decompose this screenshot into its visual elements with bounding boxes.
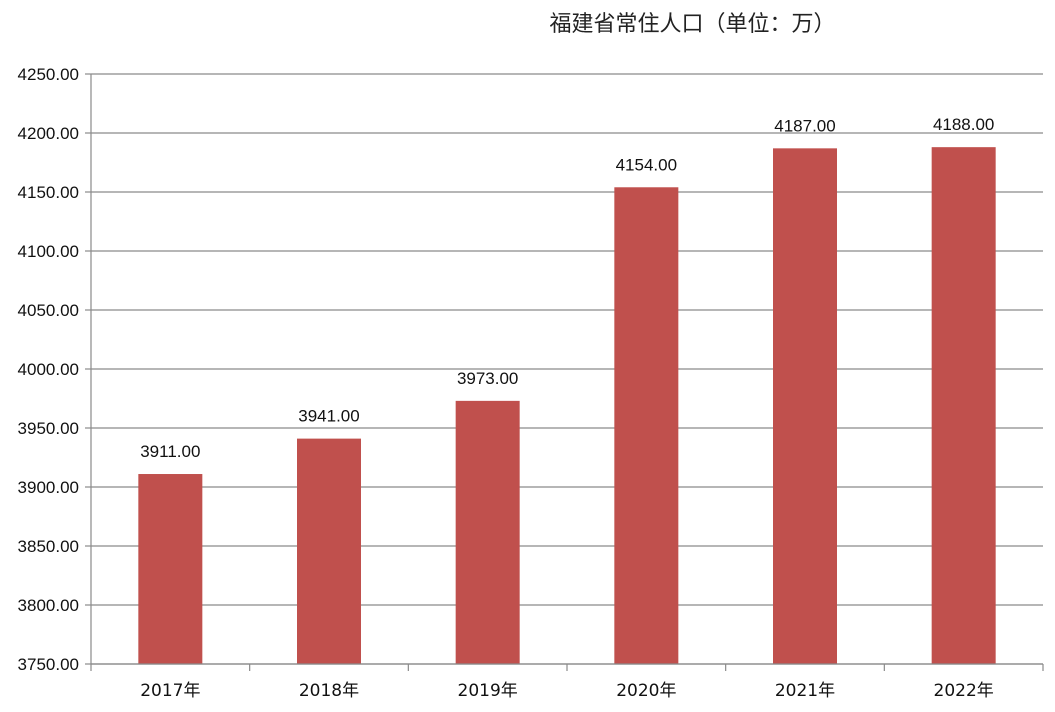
x-tick-label: 2022年 [934,681,994,701]
x-tick-label: 2019年 [458,681,518,701]
y-tick-label: 3850.00 [18,537,79,556]
x-tick-label: 2017年 [140,681,200,701]
bar [614,187,679,664]
data-label: 3973.00 [457,369,518,388]
y-tick-label: 4000.00 [18,360,79,379]
data-label: 3911.00 [140,442,200,461]
data-label: 3941.00 [298,407,359,426]
bar [138,474,203,664]
x-tick-label: 2020年 [616,681,676,701]
bar [297,438,361,664]
bar [773,148,837,665]
data-label: 4154.00 [616,155,677,174]
y-tick-label: 3750.00 [18,655,79,674]
x-axis-ticks: 2017年 2018年 2019年 2020年 2021年 2022年 [90,663,1044,701]
data-labels: 3911.00 3941.00 3973.00 4154.00 4187.00 4188.… [140,115,994,461]
data-label: 4187.00 [774,116,835,135]
chart-title: 福建省常住人口（单位：万） [549,12,836,37]
bar [931,147,996,664]
bars [138,147,996,665]
y-tick-label: 4150.00 [18,183,79,202]
y-tick-label: 3900.00 [18,478,79,497]
y-tick-label: 3950.00 [18,419,79,438]
x-tick-label: 2021年 [775,681,835,701]
y-tick-label: 4200.00 [18,124,79,143]
y-tick-label: 3800.00 [18,596,79,615]
data-label: 4188.00 [933,115,994,134]
gridlines [90,73,1043,665]
x-tick-label: 2018年 [299,681,359,701]
y-tick-label: 4100.00 [18,242,79,261]
y-tick-label: 4250.00 [18,65,79,84]
y-tick-label: 4050.00 [18,301,79,320]
y-axis-ticks: 3750.00 3800.00 3850.00 3900.00 3950.00 4000.… [18,65,91,674]
bar [455,400,520,664]
